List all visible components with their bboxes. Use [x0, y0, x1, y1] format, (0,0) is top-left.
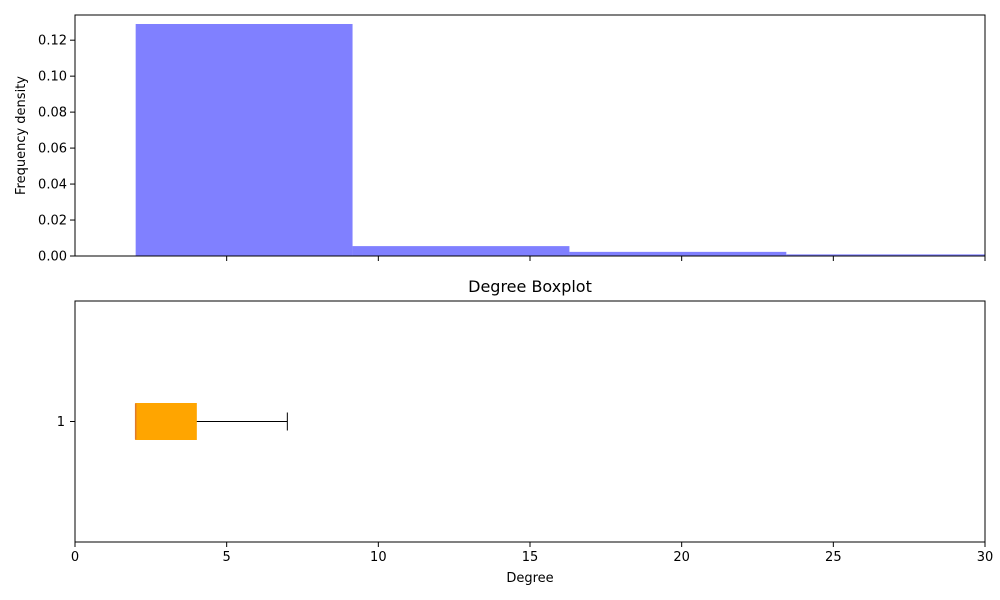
x-tick-label: 25 [825, 550, 842, 565]
x-tick-label: 15 [522, 550, 539, 565]
y-tick-label: 0.10 [38, 70, 67, 85]
x-tick-label: 20 [673, 550, 690, 565]
box-iqr [135, 403, 197, 440]
y-tick-label: 0.00 [38, 250, 67, 265]
histogram-bar [786, 254, 985, 256]
x-tick-label: 30 [977, 550, 994, 565]
x-axis-label: Degree [506, 571, 553, 586]
y-tick-label: 0.12 [38, 34, 67, 49]
histogram-bar [569, 251, 787, 256]
box-element [134, 403, 288, 440]
y-tick-label: 1 [57, 415, 65, 430]
histogram-bar [135, 23, 353, 256]
histogram-panel: 0.00 0.02 0.04 0.06 0.08 0.10 0.12 Frequency de… [14, 14, 986, 265]
x-tick-label: 10 [370, 550, 387, 565]
y-tick-label: 0.08 [38, 106, 67, 121]
histogram-bar [352, 246, 570, 256]
boxplot-title: Degree Boxplot [468, 277, 592, 296]
y-tick-label: 0.06 [38, 142, 67, 157]
x-tick-label: 5 [223, 550, 231, 565]
y-tick-label: 0.04 [38, 178, 67, 193]
y-tick-label: 0.02 [38, 214, 67, 229]
histogram-bars [135, 23, 985, 256]
x-tick-label: 0 [71, 550, 79, 565]
y-axis-label: Frequency density [14, 76, 29, 195]
